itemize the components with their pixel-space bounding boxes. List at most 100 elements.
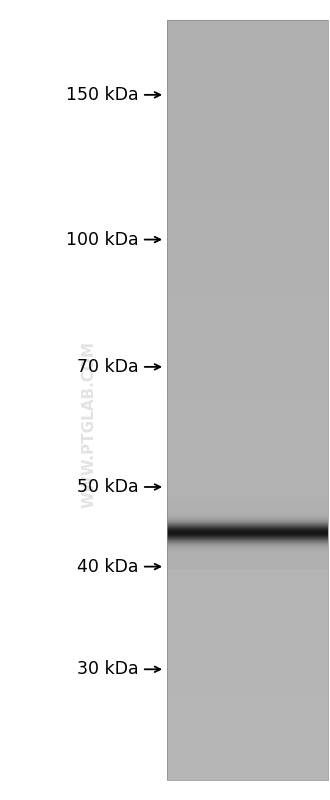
Bar [167, 443, 328, 446]
Bar [167, 329, 328, 331]
Bar [167, 752, 328, 754]
Bar [167, 172, 328, 174]
Bar [167, 760, 328, 762]
Bar [167, 25, 328, 27]
Bar [167, 517, 328, 519]
Bar [167, 162, 328, 164]
Bar [167, 706, 328, 709]
Bar [167, 164, 328, 167]
Bar [167, 628, 328, 630]
Bar [167, 393, 328, 395]
Bar [167, 654, 328, 656]
Bar [167, 294, 328, 296]
Bar [167, 567, 328, 570]
Bar [167, 250, 328, 253]
Bar [167, 48, 328, 50]
Bar [167, 190, 328, 192]
Bar [167, 574, 328, 578]
Bar [167, 778, 328, 780]
Text: 40 kDa: 40 kDa [77, 558, 139, 576]
Bar [167, 111, 328, 114]
Bar [167, 602, 328, 605]
Bar [167, 694, 328, 696]
Bar [167, 438, 328, 441]
Bar [167, 428, 328, 430]
Bar [167, 337, 328, 339]
Bar [167, 281, 328, 283]
Bar [167, 608, 328, 610]
Bar [167, 621, 328, 623]
Bar [167, 137, 328, 139]
Bar [167, 648, 328, 651]
Bar [167, 154, 328, 157]
Bar [167, 496, 328, 499]
Bar [167, 74, 328, 76]
Bar [167, 296, 328, 298]
Bar [167, 109, 328, 111]
Bar [167, 142, 328, 144]
Bar [167, 730, 328, 732]
Bar [167, 426, 328, 428]
Bar [167, 387, 328, 390]
Bar [167, 448, 328, 450]
Bar [167, 595, 328, 598]
Bar [167, 342, 328, 344]
Bar [167, 643, 328, 646]
Bar [167, 526, 328, 530]
Bar [167, 55, 328, 58]
Bar [167, 126, 328, 129]
Bar [167, 205, 328, 207]
Bar [167, 174, 328, 177]
Bar [167, 669, 328, 671]
Bar [167, 453, 328, 456]
Bar [167, 185, 328, 187]
Text: 150 kDa: 150 kDa [66, 86, 139, 104]
Bar [167, 66, 328, 68]
Bar [167, 565, 328, 567]
Bar [167, 324, 328, 326]
Bar [167, 94, 328, 96]
Bar [167, 678, 328, 682]
Bar [167, 767, 328, 770]
Bar [167, 362, 328, 365]
Bar [167, 167, 328, 170]
Bar [167, 261, 328, 263]
Bar [167, 658, 328, 661]
Bar [167, 106, 328, 109]
Bar [167, 256, 328, 258]
Text: WWW.PTGLAB.COM: WWW.PTGLAB.COM [82, 341, 97, 507]
Bar [167, 511, 328, 514]
Bar [167, 671, 328, 674]
Bar [167, 466, 328, 469]
Bar [167, 89, 328, 91]
Bar [167, 430, 328, 433]
Bar [167, 441, 328, 443]
Bar [167, 550, 328, 552]
Bar [167, 534, 328, 537]
Bar [167, 243, 328, 246]
Bar [167, 235, 328, 238]
Bar [167, 198, 328, 200]
Bar [167, 309, 328, 311]
Bar [167, 382, 328, 385]
Bar [167, 775, 328, 778]
Bar [167, 757, 328, 760]
Bar [167, 724, 328, 726]
Bar [167, 770, 328, 773]
Bar [167, 22, 328, 25]
Bar [167, 398, 328, 400]
Bar [167, 202, 328, 205]
Bar [167, 663, 328, 666]
Bar [167, 506, 328, 509]
Bar [167, 144, 328, 146]
Bar [167, 532, 328, 534]
Bar [167, 562, 328, 565]
Bar [167, 684, 328, 686]
Bar [167, 76, 328, 78]
Bar [167, 30, 328, 33]
Bar [167, 372, 328, 374]
Bar [167, 557, 328, 560]
Bar [167, 124, 328, 126]
Bar [167, 170, 328, 172]
Bar [167, 734, 328, 737]
